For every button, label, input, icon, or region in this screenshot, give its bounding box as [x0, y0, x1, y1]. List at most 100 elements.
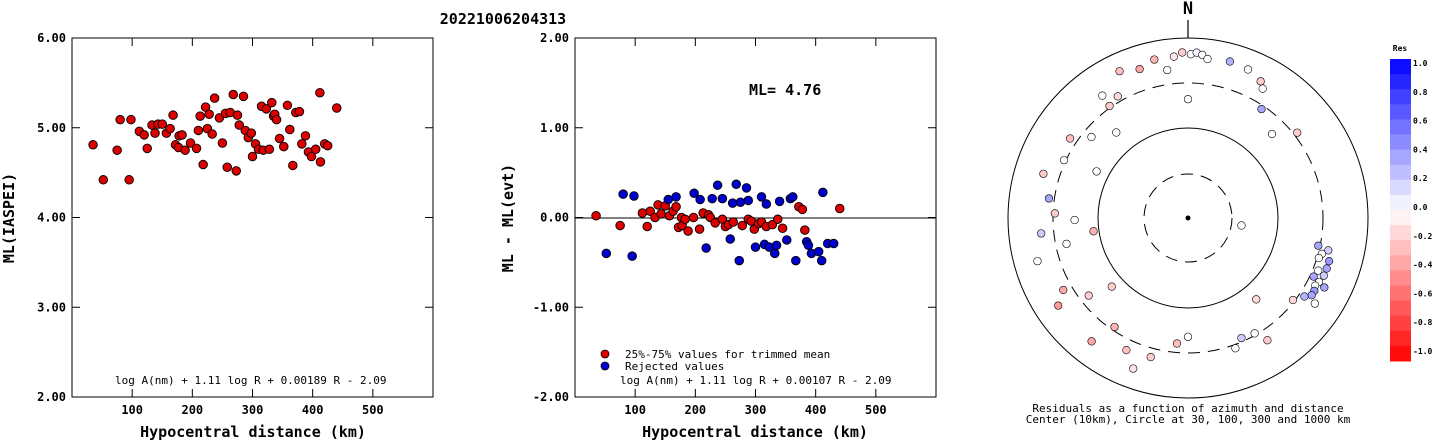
panel1-x-tick-label: 100	[121, 403, 143, 417]
station-marker	[1113, 92, 1122, 101]
colorbar-cell	[1390, 134, 1411, 151]
circle-100km	[1097, 127, 1279, 309]
panel1-point	[185, 138, 196, 148]
station-marker	[1033, 257, 1042, 266]
panel1-point	[112, 145, 122, 155]
panel2-point	[642, 221, 652, 232]
station-marker	[1054, 301, 1063, 310]
panel2-point	[816, 255, 827, 266]
colorbar-cell	[1390, 210, 1411, 226]
station-marker	[1089, 227, 1098, 236]
panel1-y-axis: 2.00 3.00 4.00 5.00 6.00	[37, 31, 433, 404]
station-marker	[1098, 91, 1107, 100]
panel2-points	[591, 179, 845, 266]
panel2-point	[731, 179, 741, 190]
panel1-point	[261, 104, 272, 114]
panel1-point	[168, 110, 178, 120]
panel2-x-tick-label: 200	[684, 403, 706, 417]
station-marker	[1062, 239, 1071, 248]
station-marker	[1112, 128, 1121, 137]
station-marker	[1070, 215, 1079, 225]
panel2-point	[771, 240, 782, 251]
panel2-point	[828, 238, 839, 249]
station-marker	[1237, 333, 1246, 343]
panel2-point	[694, 224, 705, 234]
station-marker	[1250, 329, 1259, 338]
panel1-x-tick-label: 400	[302, 403, 324, 417]
panel2-point	[735, 197, 746, 207]
station-marker	[1129, 364, 1138, 373]
panel2-point	[761, 199, 772, 209]
panel1-x-tick-label: 500	[362, 403, 384, 417]
colorbar-cell	[1390, 104, 1411, 120]
panel2-point	[743, 195, 754, 206]
panel2-point	[777, 223, 788, 234]
polar-caption-1: Residuals as a function of azimuth and d…	[1032, 402, 1343, 415]
polar-caption-2: Center (10km), Circle at 30, 100, 300 an…	[1026, 413, 1351, 426]
panel2-point	[637, 208, 648, 218]
station-marker	[1288, 295, 1298, 305]
panel2-point	[750, 242, 761, 252]
panel1-x-label: Hypocentral distance (km)	[140, 423, 366, 441]
station-marker	[1225, 57, 1235, 66]
colorbar-cell	[1390, 270, 1411, 286]
station-marker	[1146, 352, 1155, 362]
colorbar-cell	[1390, 240, 1411, 256]
panel-ml-residual: -2.00 -1.00 0.00 1.00 2.00 100 200 300 400 500 M…	[499, 31, 937, 441]
panel1-points	[88, 87, 342, 185]
panel1-point	[232, 110, 243, 120]
panel1-point	[115, 114, 125, 125]
panel2-y-tick-label: 2.00	[540, 31, 569, 45]
polar-stations	[1033, 48, 1334, 373]
panel1-point	[150, 128, 160, 138]
panel2-point	[689, 188, 699, 199]
panel2-point	[629, 191, 639, 201]
station-marker	[1309, 272, 1318, 281]
panel1-point	[300, 131, 311, 141]
panel1-y-tick-label: 5.00	[37, 121, 66, 135]
colorbar-cell	[1390, 315, 1411, 332]
panel1-point	[222, 162, 232, 172]
panel1-formula: log A(nm) + 1.11 log R + 0.00189 R - 2.0…	[115, 374, 387, 387]
panel1-point	[165, 123, 175, 134]
colorbar-cell	[1390, 285, 1411, 302]
panel1-point	[264, 144, 275, 155]
station-marker	[1320, 283, 1329, 292]
colorbar-cell	[1390, 74, 1411, 90]
colorbar-ticks: 1.0 0.8 0.6 0.4 0.2 0.0 -0.2 -0.4 -0.6 -0.8 -1.0	[1413, 59, 1432, 356]
panel2-x-tick-label: 500	[865, 403, 887, 417]
station-marker	[1314, 241, 1323, 250]
panel2-formula: log A(nm) + 1.11 log R + 0.00107 R - 2.0…	[620, 374, 892, 387]
panel1-point	[98, 175, 109, 185]
panel1-point	[310, 144, 321, 155]
panel2-point	[788, 192, 798, 202]
panel2-point	[774, 196, 785, 207]
panel1-point	[294, 106, 305, 117]
circle-30km	[1143, 173, 1233, 263]
panel2-point	[680, 214, 690, 225]
colorbar-cells	[1390, 59, 1411, 362]
station-marker	[1037, 229, 1046, 238]
panel2-point	[803, 240, 814, 251]
panel2-y-axis: -2.00 -1.00 0.00 1.00 2.00	[533, 31, 936, 404]
panel1-point	[274, 133, 285, 144]
panel2-point	[834, 203, 845, 214]
station-marker	[1183, 95, 1193, 104]
panel2-point	[813, 246, 824, 257]
panel1-point	[204, 109, 214, 120]
panel1-point	[297, 139, 307, 149]
panel2-point	[727, 198, 738, 208]
panel1-point	[238, 91, 249, 102]
panel2-point	[737, 220, 748, 231]
colorbar-tick-label: 0.4	[1413, 145, 1428, 154]
panel1-point	[267, 97, 277, 108]
panel1-point	[234, 120, 245, 130]
station-marker	[1307, 291, 1316, 300]
panel1-point	[124, 175, 134, 185]
station-marker	[1324, 246, 1333, 255]
panel1-point	[195, 111, 205, 121]
panel2-x-label: Hypocentral distance (km)	[642, 423, 868, 441]
station-marker	[1050, 209, 1059, 218]
station-marker	[1310, 299, 1319, 308]
panel1-x-tick-label: 300	[242, 403, 264, 417]
